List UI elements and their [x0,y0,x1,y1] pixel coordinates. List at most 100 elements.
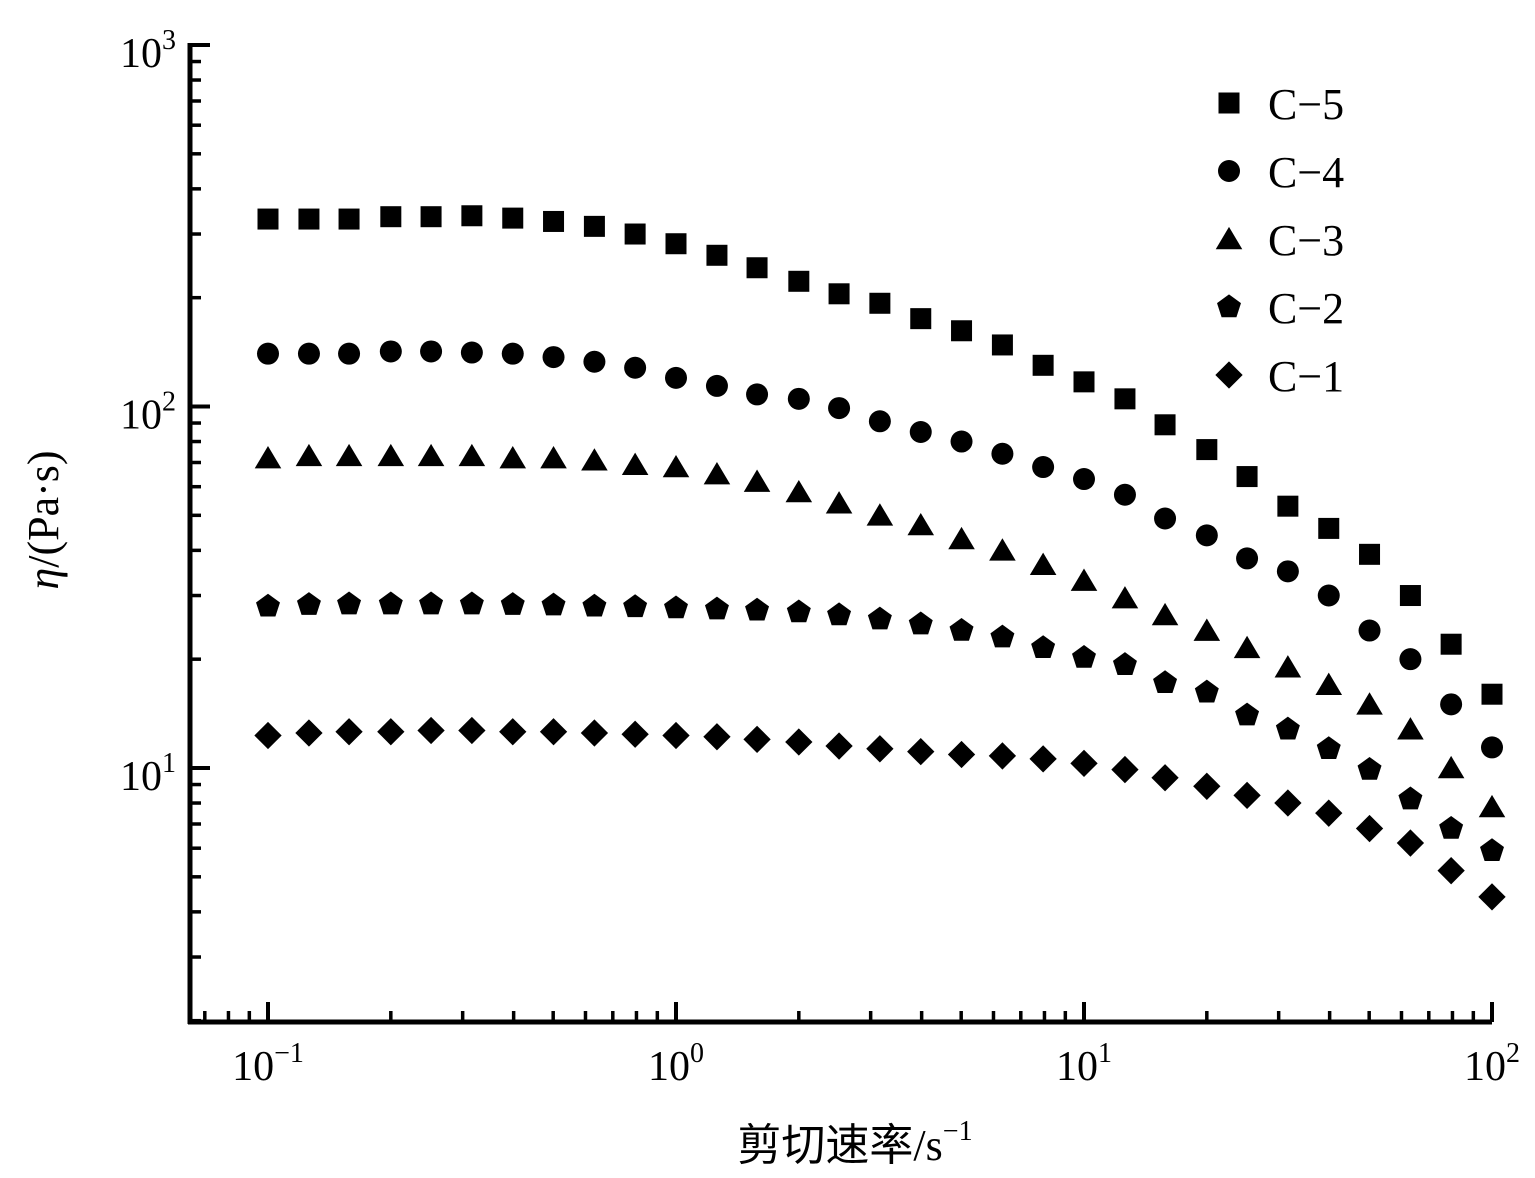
data-point-square [298,208,320,230]
data-point-triangle [785,479,813,503]
data-point-triangle [948,526,975,550]
legend-label: C−5 [1268,80,1344,129]
data-point-pentagon [990,624,1015,648]
data-point-pentagon [704,596,729,620]
data-point-square [951,320,973,342]
data-point-triangle [989,538,1016,561]
data-point-square [583,215,605,237]
data-point-diamond [988,742,1017,770]
data-point-circle [1481,736,1503,759]
data-point-square [665,233,687,255]
data-point-circle [1195,524,1218,547]
y-axis-title: η/(Pa·s) [19,450,68,589]
data-point-triangle [662,454,690,478]
y-axis-title-unit: /(Pa·s) [19,450,68,567]
data-point-circle [950,430,973,453]
data-point-square [1032,354,1054,376]
x-tick-label: 10−1 [232,1038,304,1090]
data-point-square [788,270,810,292]
data-point-square [828,283,850,305]
data-point-diamond [1193,772,1221,800]
data-point-pentagon [623,594,648,618]
series-pentagon [256,591,1504,862]
data-point-triangle [458,443,486,467]
data-point-triangle [1356,692,1383,715]
data-point-pentagon [1316,736,1341,760]
data-point-diamond [1111,755,1139,784]
data-point-diamond [499,718,527,746]
legend-item: C−2 [1217,284,1344,333]
x-axis-title: 剪切速率/s−1 [737,1116,972,1170]
data-point-square [420,206,442,228]
data-point-square [1277,495,1299,517]
x-tick-label-exponent: 1 [1098,1038,1112,1069]
data-point-diamond [825,732,853,760]
data-point-square [706,244,728,266]
data-point-pentagon [296,592,321,615]
data-point-triangle [377,443,405,467]
data-point-diamond [947,740,976,769]
data-point-circle [1154,507,1177,530]
data-point-circle [1032,456,1055,479]
data-point-circle [1073,468,1095,491]
data-point-triangle [907,512,935,536]
series-diamond [254,716,1506,911]
legend-item: C−3 [1215,216,1344,265]
data-point-diamond [866,735,894,763]
data-point-pentagon [1439,815,1464,839]
data-markers [254,205,1506,911]
data-point-triangle [417,443,445,467]
x-tick-label: 100 [648,1038,704,1090]
data-point-square [502,207,524,229]
data-point-pentagon [745,597,770,621]
data-point-circle [420,340,443,363]
data-point-pentagon [500,592,525,615]
data-point-pentagon [1194,679,1219,703]
y-tick-label-exponent: 3 [162,25,176,56]
data-point-diamond [1355,814,1384,843]
data-point-circle [746,383,769,406]
y-tick-label-exponent: 2 [162,387,176,418]
data-point-pentagon [1031,635,1056,659]
data-point-pentagon [827,602,852,626]
data-point-circle [501,342,524,365]
data-point-square [1073,371,1095,393]
legend-label: C−2 [1268,284,1344,333]
data-point-square [461,205,483,227]
y-tick-label-exponent: 1 [162,748,176,779]
data-point-triangle [1070,568,1098,591]
data-point-circle [542,346,565,369]
data-point-pentagon [1072,645,1096,668]
y-tick-label: 103 [120,25,176,77]
data-point-pentagon [1112,652,1137,675]
data-point-square [1359,543,1381,565]
data-point-triangle [581,448,608,471]
legend-item: C−5 [1218,80,1344,129]
series-triangle [254,443,1506,818]
data-point-diamond [785,728,813,756]
x-tick-label-base: 10 [648,1044,690,1090]
data-point-circle [1440,693,1463,716]
data-point-diamond [1478,883,1506,911]
data-point-diamond [254,721,282,750]
data-point-triangle [254,445,282,469]
data-point-triangle [1233,635,1261,659]
data-point-pentagon [419,591,444,615]
data-point-circle [705,374,728,397]
data-point-circle [460,341,483,364]
legend-symbol-pentagon [1217,294,1241,318]
series-square [257,205,1503,705]
x-tick-label: 102 [1464,1038,1520,1090]
data-point-circle [1113,483,1136,506]
data-point-triangle [825,491,853,514]
data-point-square [746,257,768,279]
data-point-triangle [1315,672,1343,695]
data-point-pentagon [1275,716,1300,740]
data-point-circle [909,421,932,444]
legend: C−5 C−4 C−3 C−2 C−1 [1215,80,1344,401]
data-point-pentagon [1153,670,1178,694]
data-point-square [910,308,932,330]
data-point-triangle [866,503,894,526]
x-axis-title-main: 剪切速率/s [737,1121,942,1170]
data-point-diamond [1274,789,1302,817]
